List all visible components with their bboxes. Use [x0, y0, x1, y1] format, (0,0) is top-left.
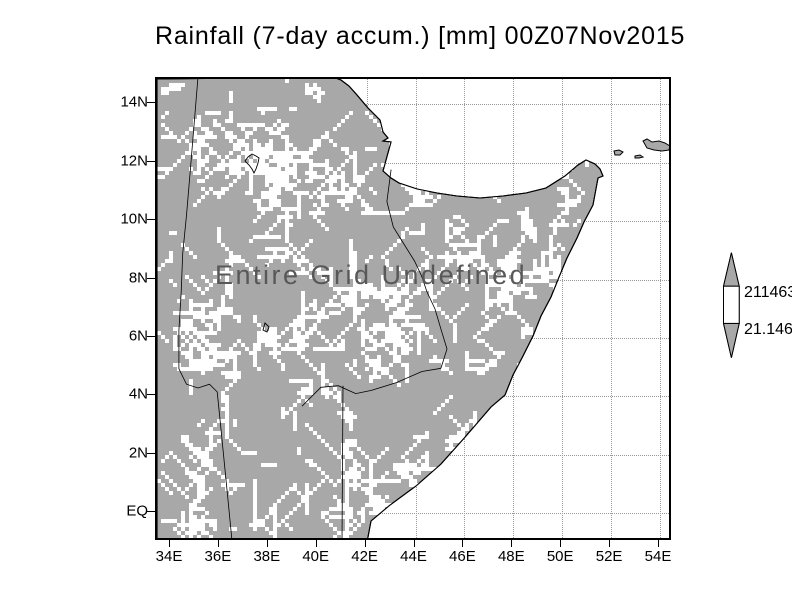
svg-text:21.1463: 21.1463 — [744, 321, 792, 338]
svg-text:211463: 211463 — [744, 284, 792, 301]
